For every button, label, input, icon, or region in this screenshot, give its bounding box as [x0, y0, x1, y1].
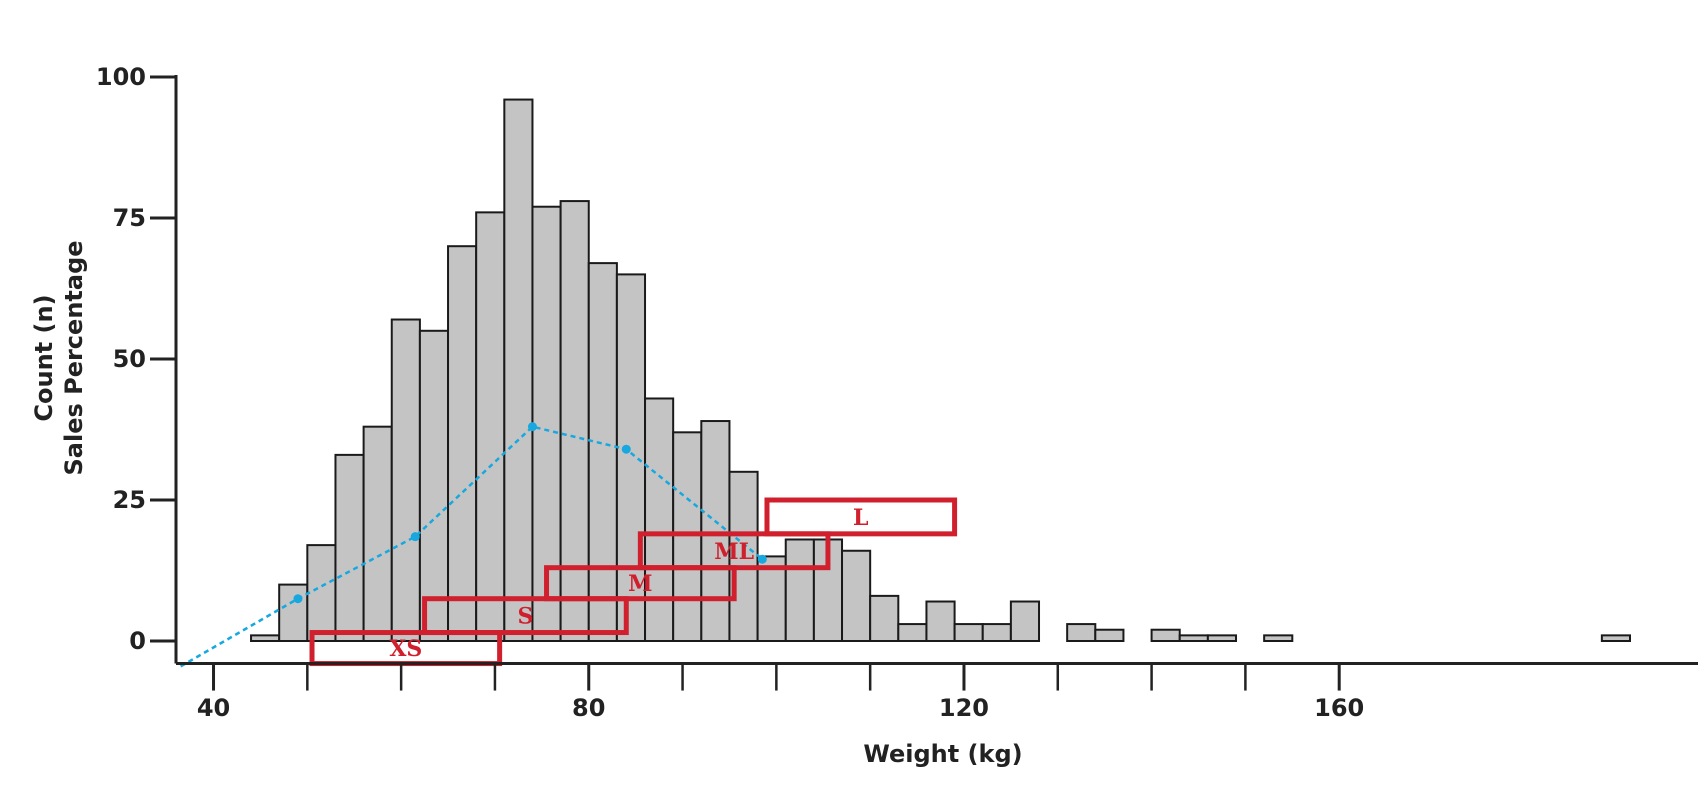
sales-percentage-point [410, 532, 420, 542]
histogram-bar [953, 623, 984, 643]
size-range-label-s: S [517, 604, 533, 630]
histogram-bar [1206, 634, 1238, 642]
size-range-box-l [764, 497, 958, 537]
histogram-bar [1066, 623, 1097, 643]
histogram-bar [728, 470, 759, 642]
histogram-bar [587, 262, 618, 642]
histogram-bar [841, 549, 872, 643]
histogram-bars [250, 98, 1631, 643]
histogram-bar [334, 453, 365, 642]
y-tick-label: 0 [129, 627, 146, 655]
histogram-bar [503, 98, 534, 642]
histogram-bar [925, 600, 956, 643]
sales-percentage-point [757, 554, 767, 564]
size-range-label-m: M [628, 571, 652, 597]
histogram-bar [278, 583, 309, 642]
size-ranges: XS S M ML L [309, 497, 958, 667]
size-range-label-xs: XS [389, 636, 422, 662]
histogram-bar [418, 329, 450, 642]
y-tick-label: 75 [113, 204, 146, 232]
size-range-label-ml: ML [714, 539, 754, 565]
y-tick-label: 100 [96, 63, 146, 91]
histogram-bar [615, 273, 647, 642]
size-range-box-s [422, 596, 629, 636]
x-tick-label: 40 [197, 694, 230, 722]
x-axis-title: Weight (kg) [863, 740, 1022, 768]
histogram-bar [1600, 634, 1631, 642]
histogram-bar [250, 634, 281, 642]
sales-percentage-point [621, 444, 631, 454]
x-tick-label: 120 [939, 694, 989, 722]
histogram-bar [897, 623, 928, 643]
histogram-bar [1178, 634, 1209, 642]
sales-percentage-series [180, 422, 767, 668]
histogram-bar [784, 538, 815, 642]
histogram-bar [1263, 634, 1294, 642]
y-axis-title-line-1: Count (n) [30, 294, 58, 421]
y-axis-title: Count (n) Sales Percentage [30, 240, 88, 475]
sales-percentage-point [293, 594, 303, 604]
histogram-bar [1094, 628, 1125, 642]
x-tick-label: 160 [1314, 694, 1364, 722]
histogram-bar [1150, 628, 1181, 642]
x-tick-label: 80 [572, 694, 605, 722]
histogram-bar [672, 431, 703, 642]
histogram-bar [700, 420, 731, 643]
histogram-bar [1009, 600, 1041, 643]
size-range-box-ml [637, 531, 831, 571]
histogram-bar [981, 623, 1012, 643]
histogram-bar [306, 544, 337, 642]
histogram-bar [559, 200, 590, 643]
sales-percentage-line [180, 425, 764, 668]
histogram-bar [390, 318, 421, 642]
histogram-bar [447, 245, 478, 642]
histogram-bar [644, 397, 675, 643]
sales-percentage-point [527, 422, 537, 432]
histogram-bar [869, 594, 900, 643]
histogram-bar [362, 425, 393, 642]
size-range-label-l: L [853, 505, 868, 531]
histogram-bar [475, 211, 506, 643]
y-tick-label: 50 [113, 345, 146, 373]
y-tick-label: 25 [113, 486, 146, 514]
y-axis-title-line-2: Sales Percentage [60, 240, 88, 475]
axes: 0 25 50 75 100 40 80 120 160 [96, 63, 1698, 722]
